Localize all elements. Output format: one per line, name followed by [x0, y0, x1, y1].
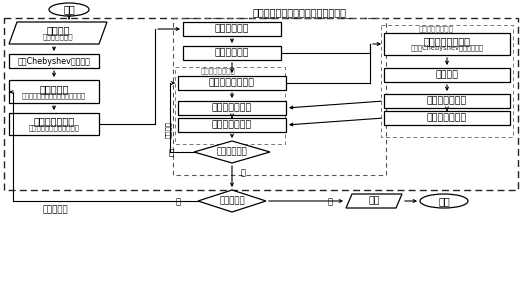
Bar [173, 18, 386, 175]
Ellipse shape [49, 3, 89, 16]
Text: 否: 否 [169, 149, 173, 158]
Text: 内迭代收敛？: 内迭代收敛？ [216, 147, 247, 156]
Text: 边界条件处理: 边界条件处理 [215, 49, 249, 57]
Text: 时间积分: 时间积分 [435, 70, 458, 79]
Text: （所有时间层按初始时刻流程赋值）: （所有时间层按初始时刻流程赋值） [22, 92, 86, 99]
Text: 对流动态域内执行: 对流动态域内执行 [419, 26, 453, 32]
Text: 增大粘性动态域: 增大粘性动态域 [212, 104, 252, 113]
Ellipse shape [420, 194, 468, 208]
Text: 估计残差的粘性项: 估计残差的粘性项 [209, 79, 255, 88]
Text: 是: 是 [241, 169, 246, 178]
Bar [183, 22, 281, 36]
Text: （网格、条件）: （网格、条件） [42, 34, 73, 40]
Bar [384, 33, 510, 55]
Bar [175, 67, 285, 144]
Text: 缩小粘性动态域: 缩小粘性动态域 [212, 120, 252, 130]
Bar [381, 25, 513, 137]
Text: 下一代步: 下一代步 [165, 121, 171, 139]
Text: 缩小对流动态域: 缩小对流动态域 [427, 114, 467, 123]
Bar [384, 68, 510, 82]
Text: 建立动态计算域: 建立动态计算域 [34, 117, 74, 127]
Bar [183, 46, 281, 60]
Bar [178, 118, 286, 132]
Bar [4, 18, 518, 190]
Polygon shape [9, 22, 107, 44]
Polygon shape [198, 190, 266, 212]
Bar [384, 94, 510, 108]
Polygon shape [346, 194, 402, 208]
Polygon shape [194, 141, 270, 163]
Text: 计算Chebyshev转换矩阵: 计算Chebyshev转换矩阵 [18, 56, 91, 66]
Text: 计算完成？: 计算完成？ [219, 197, 245, 205]
Text: （包括Chebyshev时间谱源项）: （包括Chebyshev时间谱源项） [411, 44, 484, 51]
Bar [9, 54, 99, 68]
Text: 增大对流动态域: 增大对流动态域 [427, 97, 467, 105]
Text: 粘性动态域内执行: 粘性动态域内执行 [201, 68, 235, 74]
Text: 在当前时间段内所有时间层并行执行: 在当前时间段内所有时间层并行执行 [253, 7, 347, 17]
Text: 输出: 输出 [368, 197, 380, 205]
Text: 是: 是 [328, 198, 333, 207]
Text: 结束: 结束 [438, 196, 450, 206]
Text: 数据读入: 数据读入 [46, 25, 70, 36]
Bar [9, 80, 99, 103]
Bar [178, 76, 286, 90]
Bar [384, 111, 510, 125]
Text: （包括对流、粘性动态域）: （包括对流、粘性动态域） [28, 124, 80, 131]
Text: 否: 否 [176, 198, 180, 207]
Bar [9, 113, 99, 135]
Text: 估计残差的无粘项: 估计残差的无粘项 [423, 37, 471, 47]
Text: 流场初始化: 流场初始化 [39, 84, 69, 94]
Text: 下一时间段: 下一时间段 [42, 205, 68, 214]
Text: 开始: 开始 [63, 5, 75, 14]
Text: 分配存储空间: 分配存储空间 [215, 24, 249, 34]
Bar [178, 101, 286, 115]
